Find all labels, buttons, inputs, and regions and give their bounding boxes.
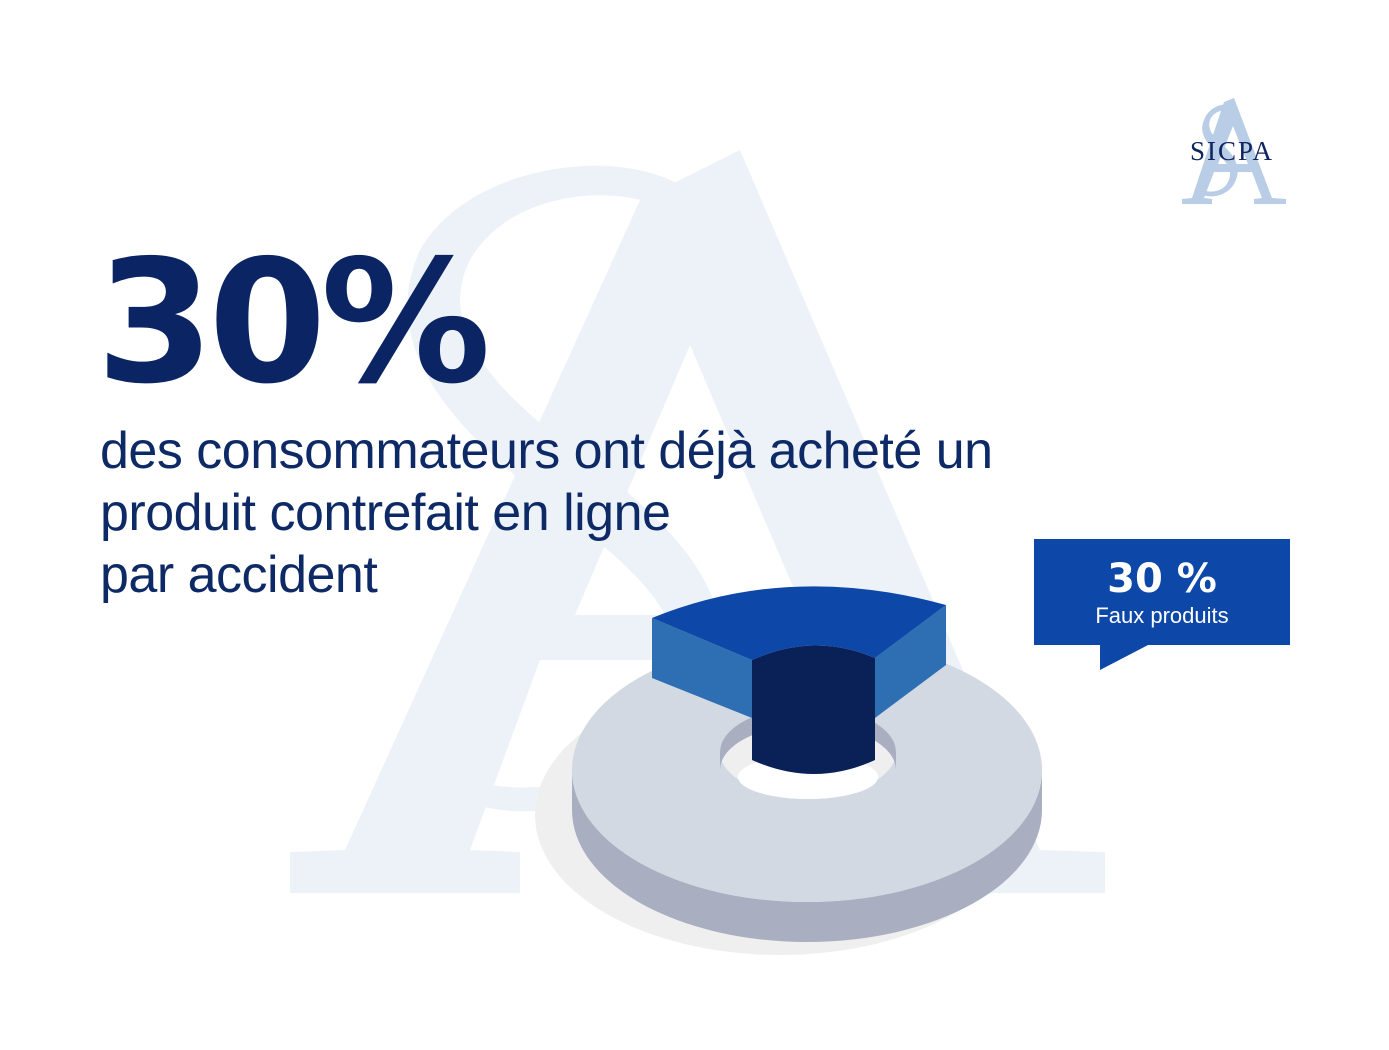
headline-description: des consommateurs ont déjà acheté un pro… — [100, 420, 1180, 606]
donut-highlight-slice-inner — [752, 645, 875, 774]
description-line: des consommateurs ont déjà acheté un — [100, 422, 993, 480]
donut-highlight-slice-left — [652, 618, 752, 718]
callout-label: Faux produits — [1095, 603, 1229, 628]
donut-ring-side — [572, 770, 1042, 942]
description-line: produit contrefait en ligne — [100, 484, 671, 542]
donut-highlight-slice-top — [652, 586, 946, 660]
donut-ring-top-slice — [572, 638, 1042, 902]
headline-value: 30% — [96, 224, 491, 422]
description-line: par accident — [100, 546, 378, 604]
brand-name: SICPA — [1189, 136, 1275, 166]
donut-highlight-slice-right — [875, 605, 946, 718]
sicpa-monogram-icon — [1182, 98, 1286, 204]
callout-box: 30 % Faux produits — [1034, 539, 1290, 645]
callout-pointer — [1100, 644, 1150, 670]
callout-value: 30 % — [1107, 556, 1217, 602]
